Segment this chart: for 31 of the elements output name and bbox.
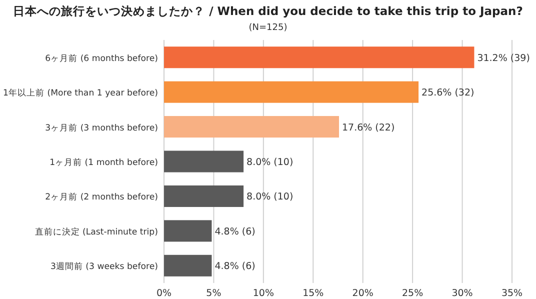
y-tick-label: 2ヶ月前 (2 months before) [45,192,158,203]
y-tick-label: 3週間前 (3 weeks before) [50,261,158,272]
x-tick-label: 15% [302,288,324,299]
chart-title: 日本への旅行をいつ決めましたか？ / When did you decide to take this trip to Japan? [13,4,523,18]
data-label: 17.6% (22) [342,122,395,134]
bar [164,254,212,276]
bar [164,150,244,172]
y-tick-label: 3ヶ月前 (3 months before) [45,122,158,134]
data-label: 8.0% (10) [246,192,294,203]
data-label: 4.8% (6) [214,226,256,238]
x-tick-label: 35% [501,288,523,299]
data-label: 25.6% (32) [422,88,474,99]
bar [164,220,212,242]
x-tick-label: 0% [156,288,172,299]
y-tick-label: 1ヶ月前 (1 month before) [50,157,158,168]
data-label: 8.0% (10) [246,157,294,168]
data-label: 31.2% (39) [477,52,530,64]
bar [164,46,474,68]
x-tick-label: 5% [206,288,222,299]
chart-subtitle: (N=125) [248,23,288,33]
x-tick-label: 10% [252,288,274,299]
data-label: 4.8% (6) [214,261,256,272]
y-tick-label: 直前に決定 (Last-minute trip) [34,226,158,238]
bar [164,116,339,138]
y-tick-label: 1年以上前 (More than 1 year before) [3,88,158,99]
x-tick-label: 25% [402,288,424,299]
x-tick-label: 20% [352,288,374,299]
bar [164,185,244,207]
x-tick-label: 30% [452,288,473,299]
bar [164,81,419,103]
y-tick-label: 6ヶ月前 (6 months before) [45,52,158,64]
